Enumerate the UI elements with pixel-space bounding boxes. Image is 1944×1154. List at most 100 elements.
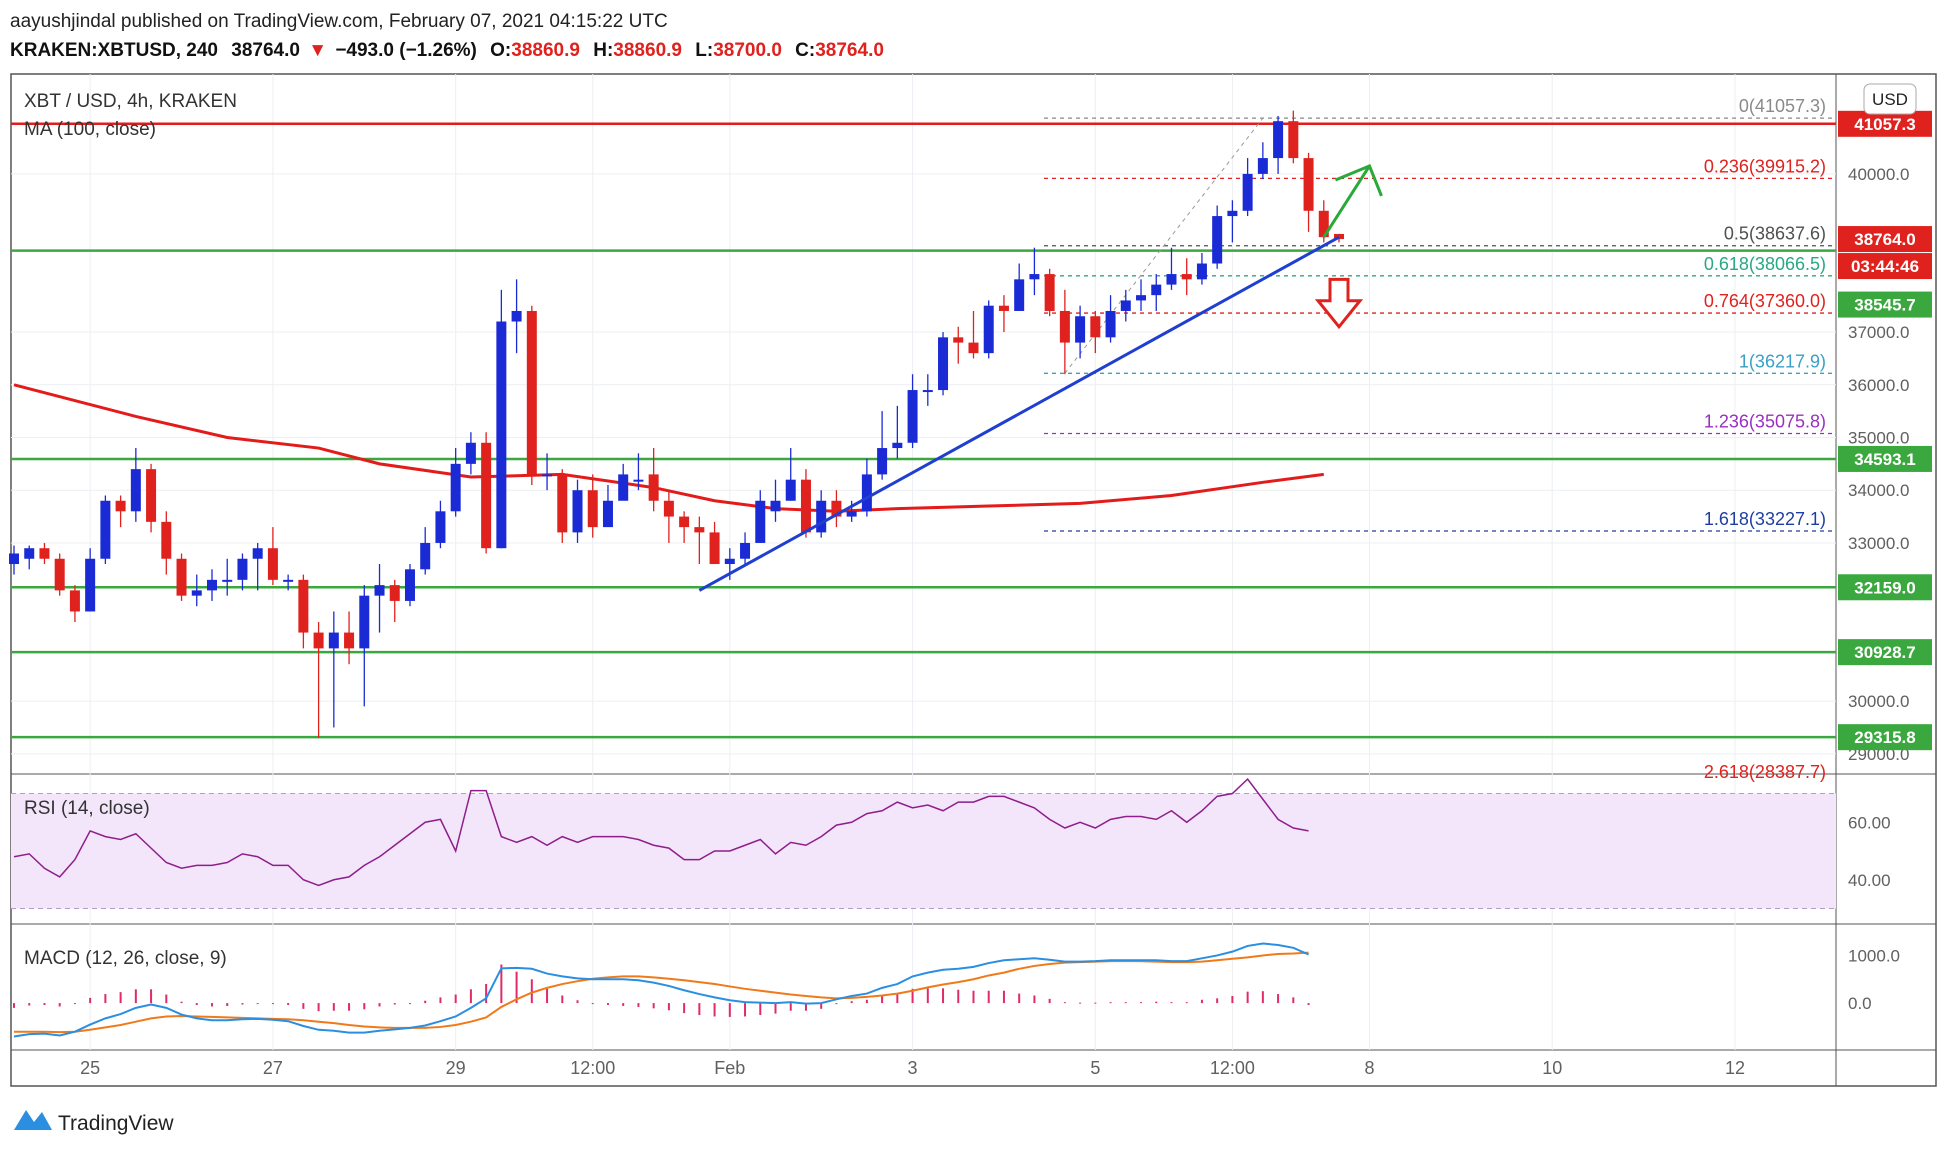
macd-histogram-bar	[1109, 1002, 1112, 1004]
macd-histogram-bar	[454, 994, 457, 1004]
candle-body	[922, 390, 933, 393]
candle-body	[359, 595, 370, 649]
candle-body	[907, 390, 918, 443]
macd-histogram-bar	[820, 1003, 823, 1009]
rsi-tick-label: 60.00	[1848, 813, 1891, 832]
macd-histogram-bar	[515, 971, 518, 1004]
close-value: 38764.0	[815, 40, 884, 61]
candle-body	[755, 500, 766, 543]
candle-body	[24, 548, 35, 559]
macd-legend: MACD (12, 26, close, 9)	[24, 948, 227, 969]
candle-body	[1288, 121, 1299, 159]
macd-histogram-bar	[591, 1003, 594, 1005]
macd-histogram-bar	[728, 1003, 731, 1017]
time-tick-label: 12:00	[1210, 1058, 1255, 1078]
candle-body	[252, 548, 263, 559]
macd-histogram-bar	[713, 1003, 716, 1017]
price-axis: 29000.030000.033000.034000.035000.036000…	[1838, 110, 1932, 764]
candle-body	[542, 474, 553, 477]
fib-level-label: 1.236(35075.8)	[1704, 412, 1826, 432]
macd-histogram-bar	[1200, 999, 1203, 1004]
candle-body	[938, 337, 949, 391]
candle-body	[1075, 316, 1086, 343]
support-resistance-levels	[11, 122, 1836, 739]
candle-body	[968, 342, 979, 354]
candle-body	[679, 516, 690, 528]
candle-body	[191, 590, 202, 596]
price-tick-label: 40000.0	[1848, 165, 1909, 184]
time-tick-label: 27	[263, 1058, 283, 1078]
rsi-line	[13, 778, 1309, 887]
macd-histogram-bar	[1018, 993, 1021, 1004]
candle-body	[709, 532, 720, 565]
candle-body	[1059, 310, 1070, 343]
candle-body	[1120, 300, 1131, 311]
candle-body	[404, 569, 415, 601]
fib-level-label: 0.764(37360.0)	[1704, 291, 1826, 311]
macd-tick-label: 1000.0	[1848, 946, 1900, 965]
macd-histogram-bar	[561, 995, 564, 1004]
candle-body	[389, 585, 400, 601]
candle-body	[328, 632, 339, 649]
macd-histogram-bar	[226, 1003, 229, 1006]
macd-histogram-bar	[378, 1003, 381, 1007]
candle-body	[831, 500, 842, 517]
candle-body	[146, 469, 157, 522]
macd-histogram-bar	[302, 1003, 305, 1009]
price-tick-label: 34000.0	[1848, 481, 1909, 500]
macd-histogram-bar	[637, 1003, 640, 1007]
candle-body	[526, 310, 537, 475]
tradingview-logo[interactable]: TradingView	[14, 1110, 174, 1135]
currency-button[interactable]: USD	[1863, 83, 1917, 115]
fib-level-label: 0.5(38637.6)	[1724, 224, 1826, 244]
macd-histogram-bar	[957, 989, 960, 1004]
macd-histogram-bar	[865, 999, 868, 1004]
fib-level-label: 0.236(39915.2)	[1704, 156, 1826, 176]
candle-body	[877, 448, 888, 475]
candle-body	[313, 632, 324, 649]
time-tick-label: 29	[446, 1058, 466, 1078]
candle-body	[953, 337, 964, 343]
macd-histogram-bar	[485, 984, 488, 1004]
candle-body	[1136, 295, 1147, 301]
price-down-icon: ▼	[308, 40, 327, 61]
macd-histogram-bar	[28, 1003, 31, 1006]
macd-histogram-bar	[1277, 994, 1280, 1004]
macd-histogram-bar	[1246, 991, 1249, 1004]
macd-pane: 1000.0 0.0	[13, 942, 1900, 1038]
candle-body	[435, 511, 446, 543]
macd-histogram-bar	[850, 1001, 853, 1004]
macd-histogram-bar	[439, 997, 442, 1004]
candle-body	[206, 579, 217, 591]
price-tag: 32159.0	[1838, 574, 1932, 601]
candle-body	[740, 542, 751, 559]
candle-body	[1105, 310, 1116, 338]
candle-body	[100, 500, 111, 559]
price-tag: 29315.8	[1838, 724, 1932, 751]
low-value: 38700.0	[713, 40, 782, 61]
macd-histogram-bar	[363, 1003, 366, 1010]
macd-histogram-bar	[911, 988, 914, 1004]
price-tag-bg	[1838, 253, 1932, 280]
candle-body	[648, 474, 659, 501]
macd-histogram-bar	[210, 1003, 213, 1007]
candle-body	[54, 558, 65, 591]
macd-histogram-bar	[698, 1003, 701, 1016]
macd-histogram-bar	[195, 1003, 198, 1006]
macd-histogram-bar	[1048, 998, 1051, 1004]
price-tag: 30928.7	[1838, 639, 1932, 666]
time-tick-label: 12	[1725, 1058, 1745, 1078]
candle-body	[85, 558, 96, 612]
macd-histogram-bar	[1170, 1002, 1173, 1004]
macd-histogram-bar	[119, 992, 122, 1004]
candle-body	[283, 579, 294, 582]
macd-histogram-bar	[774, 1003, 777, 1014]
high-label: H:	[593, 40, 613, 61]
candle-body	[496, 321, 507, 549]
trendline	[698, 235, 1340, 592]
svg-text:KRAKEN:XBTUSD, 240 38764.0: KRAKEN:XBTUSD, 240 38764.0 ▼ −493.0 (−1.…	[10, 40, 884, 61]
candle-body	[694, 527, 705, 533]
macd-histogram-bar	[317, 1003, 320, 1012]
candle-body	[1227, 210, 1238, 217]
macd-histogram-bar	[606, 1003, 609, 1006]
